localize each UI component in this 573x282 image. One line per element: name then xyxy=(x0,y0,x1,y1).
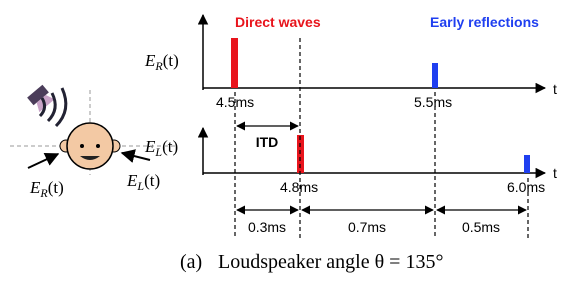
time-label: 4.8ms xyxy=(280,179,318,195)
interval-label: 0.3ms xyxy=(248,219,286,235)
label-main: E xyxy=(126,171,138,190)
channel-label: ER(t) xyxy=(144,51,179,73)
direct-pulse xyxy=(231,38,238,88)
label-arg: (t) xyxy=(163,51,179,70)
label-main: E xyxy=(144,51,156,70)
head-illustration xyxy=(10,85,175,175)
label-arg: (t) xyxy=(144,171,160,190)
ear-label: ER(t) xyxy=(29,178,64,200)
axis-label: t xyxy=(553,165,557,181)
ear-label: EL(t) xyxy=(126,171,160,193)
label-arg: (t) xyxy=(48,178,64,197)
reflection-pulse xyxy=(432,63,438,88)
caption-tag: (a) xyxy=(180,251,202,273)
axis-label: t xyxy=(553,81,557,97)
time-label: 6.0ms xyxy=(507,179,545,195)
diagram: Direct waves Early reflections t ER(t) 4… xyxy=(0,0,573,282)
caption: Loudspeaker angle θ = 135° xyxy=(218,251,443,273)
channel-label: EL(t) xyxy=(144,137,178,159)
reflection-pulse xyxy=(524,155,530,173)
reflection-label: Early reflections xyxy=(430,14,539,30)
direct-label: Direct waves xyxy=(235,14,321,30)
itd-label: ITD xyxy=(256,134,279,150)
time-label: 5.5ms xyxy=(414,94,452,110)
interval-label: 0.7ms xyxy=(348,219,386,235)
interval-label: 0.5ms xyxy=(462,219,500,235)
label-main: E xyxy=(29,178,41,197)
